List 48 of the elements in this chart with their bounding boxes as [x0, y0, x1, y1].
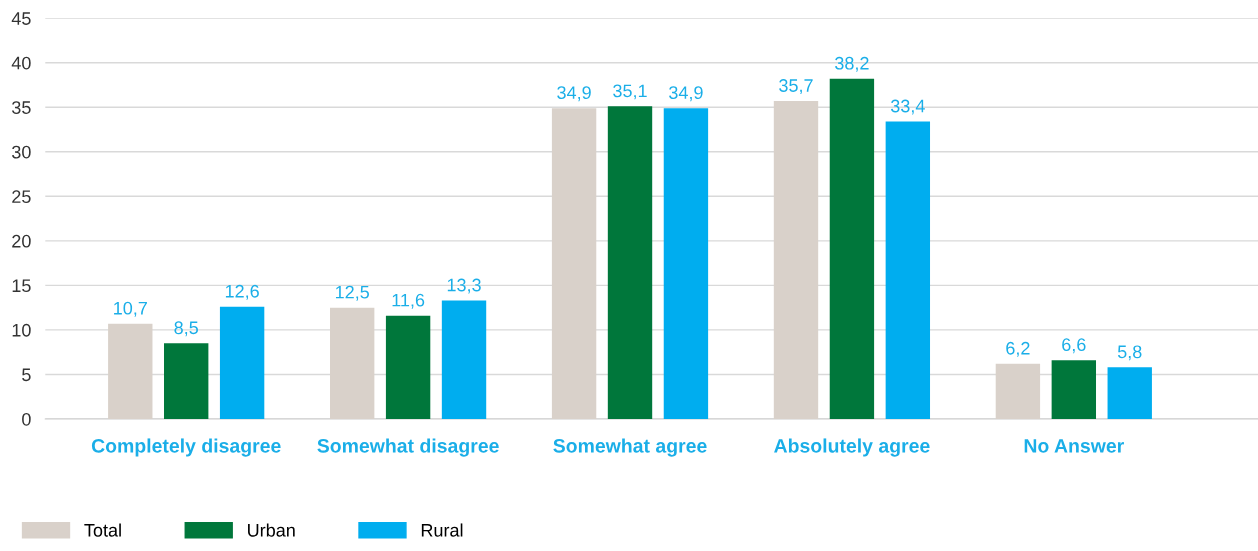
- x-tick-label: Absolutely agree: [774, 438, 930, 457]
- y-tick-label: 5: [22, 368, 31, 382]
- data-label: 34,9: [669, 86, 703, 102]
- bar: [995, 363, 1041, 419]
- bar: [1051, 360, 1097, 419]
- bar: [551, 108, 597, 419]
- legend-label: Urban: [248, 523, 295, 537]
- data-label: 38,2: [835, 56, 869, 72]
- x-tick-label: Somewhat agree: [553, 438, 707, 457]
- data-label: 35,1: [613, 84, 647, 100]
- bar: [663, 108, 709, 419]
- data-label: 13,3: [447, 278, 481, 294]
- y-tick-label: 25: [12, 190, 31, 204]
- legend-label: Rural: [421, 523, 463, 537]
- y-tick-label: 45: [11, 12, 31, 25]
- bar: [329, 307, 375, 419]
- bar: [885, 121, 931, 419]
- x-tick-label: Completely disagree: [91, 438, 281, 457]
- y-tick-label: 30: [12, 145, 31, 159]
- bar: [219, 306, 265, 419]
- bar: [1107, 367, 1152, 419]
- data-label: 12,6: [225, 284, 259, 300]
- data-label: 5,8: [1117, 345, 1142, 361]
- data-label: 10,7: [114, 301, 147, 317]
- data-label: 8,5: [174, 321, 198, 337]
- y-tick-label: 20: [12, 234, 31, 248]
- bar: [829, 78, 875, 419]
- data-label: 33,4: [890, 99, 925, 115]
- bar: [108, 323, 153, 419]
- bar: [773, 101, 819, 419]
- data-label: 35,7: [779, 79, 813, 95]
- data-label: 6,6: [1062, 338, 1086, 354]
- legend-label: Total: [84, 523, 121, 537]
- bar: [164, 343, 209, 419]
- y-tick-label: 40: [11, 56, 31, 70]
- y-tick-label: 35: [12, 101, 31, 114]
- bar: [385, 315, 431, 419]
- x-tick-label: No Answer: [1024, 439, 1124, 453]
- data-label: 6,2: [1006, 341, 1030, 357]
- bar: [441, 300, 487, 419]
- data-label: 12,5: [335, 285, 369, 301]
- y-tick-label: 10: [12, 323, 31, 337]
- y-tick-label: 15: [12, 279, 31, 293]
- data-label: 11,6: [392, 293, 425, 309]
- data-label: 34,9: [557, 86, 591, 102]
- bar: [607, 106, 653, 419]
- y-tick-label: 0: [22, 412, 31, 426]
- x-tick-label: Somewhat disagree: [317, 438, 499, 457]
